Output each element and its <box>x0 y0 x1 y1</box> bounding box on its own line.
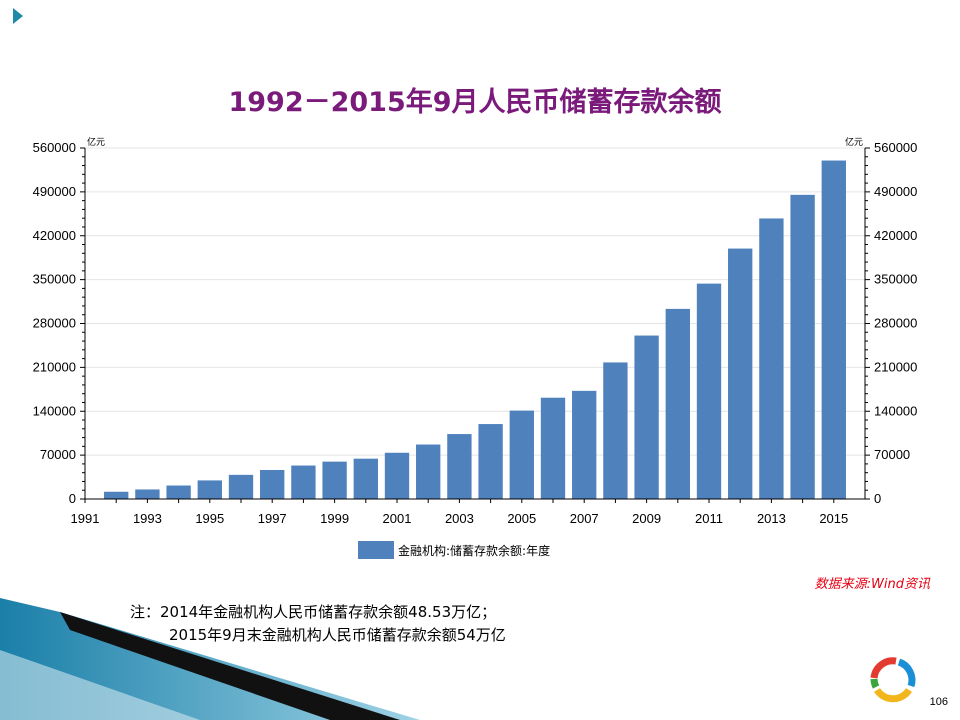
y-tick-label-left: 0 <box>69 491 76 506</box>
bullet-arrow-icon <box>13 8 23 24</box>
chart-title: 1992－2015年9月人民币储蓄存款余额 <box>228 87 722 118</box>
y-tick-label-left: 70000 <box>40 447 76 462</box>
bar-1994 <box>166 485 191 499</box>
x-tick-label: 1993 <box>133 511 162 526</box>
x-tick-label: 1999 <box>320 511 349 526</box>
y-tick-label-right: 420000 <box>874 228 917 243</box>
x-tick-label: 1995 <box>195 511 224 526</box>
y-tick-label-left: 420000 <box>33 228 76 243</box>
x-tick-label: 2009 <box>632 511 661 526</box>
y-unit-right: 亿元 <box>845 136 863 148</box>
y-tick-label-right: 210000 <box>874 359 917 374</box>
bar-2013 <box>759 218 784 499</box>
bar-1993 <box>135 489 160 499</box>
y-tick-label-right: 280000 <box>874 316 917 331</box>
x-tick-label: 2005 <box>507 511 536 526</box>
y-tick-label-right: 350000 <box>874 272 917 287</box>
bar-2002 <box>416 444 441 499</box>
y-tick-label-right: 140000 <box>874 403 917 418</box>
black-wedge <box>60 612 400 720</box>
y-tick-label-left: 210000 <box>33 359 76 374</box>
footnote-line-1: 注：2014年金融机构人民币储蓄存款余额48.53万亿； <box>130 603 497 621</box>
bar-1999 <box>322 461 347 499</box>
bar-1996 <box>228 474 254 499</box>
legend-swatch <box>358 541 394 559</box>
bar-1998 <box>291 465 316 499</box>
x-tick-label: 2011 <box>695 511 723 526</box>
bar-2000 <box>353 458 378 499</box>
x-tick-label: 1991 <box>71 511 100 526</box>
y-tick-label-right: 490000 <box>874 184 917 199</box>
y-tick-label-left: 350000 <box>33 272 76 287</box>
page-number: 106 <box>929 696 948 708</box>
y-unit-left: 亿元 <box>87 136 105 148</box>
y-tick-label-left: 490000 <box>33 184 76 199</box>
bar-2007 <box>572 390 597 499</box>
company-logo-icon <box>870 657 916 703</box>
data-source: 数据来源:Wind资讯 <box>814 577 930 592</box>
footnote-line-2: 2015年9月末金融机构人民币储蓄存款余额54万亿 <box>169 626 506 644</box>
y-tick-label-right: 560000 <box>874 140 917 155</box>
bar-2014 <box>790 194 815 499</box>
bar-2006 <box>540 397 566 499</box>
bar-1995 <box>197 480 222 499</box>
x-tick-label: 2015 <box>819 511 848 526</box>
x-tick-label: 2003 <box>445 511 474 526</box>
x-tick-label: 2007 <box>570 511 599 526</box>
y-tick-label-right: 70000 <box>874 447 910 462</box>
bar-2009 <box>634 335 659 499</box>
bar-2015 <box>821 160 846 500</box>
x-tick-label: 2013 <box>757 511 786 526</box>
legend-label: 金融机构:储蓄存款余额:年度 <box>398 543 551 558</box>
bar-2003 <box>447 434 472 499</box>
bar-2004 <box>478 424 503 499</box>
y-tick-label-left: 560000 <box>33 140 76 155</box>
x-tick-label: 1997 <box>258 511 287 526</box>
bar-chart: 0 0 70000 70000 140000 140000 210000 210000 2800… <box>33 136 918 526</box>
bar-2011 <box>696 283 722 499</box>
footnote: 注：2014年金融机构人民币储蓄存款余额48.53万亿； 2015年9月末金融机… <box>130 601 506 647</box>
bar-2012 <box>728 248 753 499</box>
bar-2010 <box>665 308 690 499</box>
y-tick-label-right: 0 <box>874 491 881 506</box>
y-tick-label-left: 280000 <box>33 316 76 331</box>
bar-1997 <box>260 469 285 499</box>
x-tick-label: 2001 <box>383 511 412 526</box>
bar-1992 <box>104 491 129 499</box>
y-tick-label-left: 140000 <box>33 403 76 418</box>
gray-wedge <box>0 650 200 720</box>
bar-2001 <box>384 452 410 499</box>
legend: 金融机构:储蓄存款余额:年度 <box>358 541 550 559</box>
bar-2005 <box>509 410 534 499</box>
bar-2008 <box>603 362 628 499</box>
